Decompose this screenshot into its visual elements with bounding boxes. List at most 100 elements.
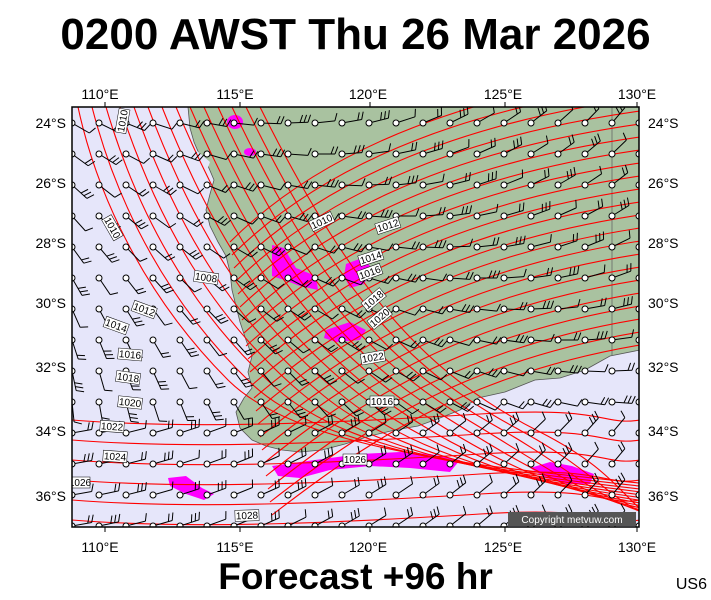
wind-barb (554, 398, 583, 407)
wind-barb (338, 274, 367, 286)
wind-barb (257, 274, 285, 290)
wind-barb (608, 472, 626, 499)
wind-barb (338, 178, 366, 189)
isobar-line (237, 123, 639, 295)
wind-barb (122, 243, 148, 262)
wind-barb (608, 164, 629, 189)
wind-barb (554, 134, 575, 158)
wind-barb (284, 478, 307, 499)
lat-label-right: 32°S (648, 359, 679, 375)
wind-barb (257, 336, 283, 355)
wind-barb (446, 474, 467, 499)
isobar-line (261, 279, 639, 451)
lat-label-left: 24°S (35, 115, 66, 131)
isobar-label: 1010 (116, 109, 131, 133)
wind-barb (149, 336, 171, 358)
wind-barb (176, 274, 202, 293)
wind-barb (203, 336, 228, 357)
isobar-line (231, 107, 526, 256)
wind-barb (527, 168, 550, 189)
wind-barb (554, 265, 580, 282)
isobar-line (257, 253, 639, 425)
wind-barb (608, 441, 626, 468)
wind-barb (419, 239, 447, 251)
wind-barb (473, 443, 493, 468)
wind-barb (608, 329, 635, 344)
isobar-line (259, 107, 639, 509)
wind-barb (554, 442, 573, 468)
wind-barb (392, 506, 414, 527)
wind-barb (581, 364, 609, 375)
isobar-label: 1022 (100, 421, 123, 434)
copyright-box (508, 512, 636, 526)
wind-barb (311, 336, 339, 353)
isobar-line (263, 292, 639, 464)
wind-barb (338, 508, 360, 527)
lat-label-right: 24°S (648, 115, 679, 131)
wind-barb (419, 336, 448, 348)
wind-barb (311, 113, 338, 127)
wind-barb (392, 367, 420, 382)
wind-barb (554, 411, 573, 437)
wind-barb (149, 419, 174, 437)
wind-barb (149, 481, 174, 499)
wind-barb (284, 147, 312, 158)
wind-barb (581, 165, 603, 189)
wind-barb (176, 511, 200, 527)
lon-label-top: 110°E (81, 86, 118, 102)
isobar-line (271, 344, 639, 516)
wind-barb (473, 336, 502, 345)
wind-barb (230, 305, 257, 323)
wind-barb (203, 117, 232, 127)
wind-barb (311, 446, 334, 468)
wind-barb (527, 366, 556, 375)
wind-barb (419, 107, 443, 127)
wind-barb (581, 441, 599, 468)
wind-barb (446, 398, 475, 412)
wind-barb (176, 150, 205, 162)
wind-barb (392, 175, 419, 189)
wind-barb (554, 473, 573, 499)
wind-barb (149, 119, 178, 130)
wind-barb (473, 203, 499, 220)
wind-barb (203, 305, 229, 324)
wind-barb (473, 474, 493, 499)
isobar-label: 1028 (236, 511, 259, 523)
wind-barb (338, 144, 365, 158)
wind-barb (446, 412, 467, 437)
wind-barb (473, 270, 501, 282)
wind-barb (72, 274, 90, 296)
lat-label-right: 30°S (648, 295, 679, 311)
wind-barb (95, 181, 122, 198)
isobar-label: 1008 (194, 272, 218, 286)
wind-barb (95, 367, 113, 392)
wind-barb (635, 398, 639, 406)
wind-barb (230, 274, 258, 291)
wind-barb (257, 243, 286, 257)
wind-barb (203, 398, 224, 421)
isobar-line (119, 107, 639, 493)
wind-barb (554, 332, 582, 344)
wind-barb (554, 167, 576, 189)
wind-barb (95, 243, 120, 263)
wind-barb (473, 137, 496, 158)
wind-barb (230, 117, 258, 127)
wind-barb (554, 107, 574, 127)
forecast-time-title: 0200 AWST Thu 26 Mar 2026 (60, 10, 651, 59)
isobar-label: 1024 (103, 451, 126, 464)
wind-barb (176, 243, 203, 260)
wind-barb (446, 107, 469, 127)
lon-label-bottom: 125°E (484, 539, 522, 555)
wind-barb (338, 243, 367, 253)
wind-barb (527, 201, 551, 220)
wind-barb (176, 480, 200, 499)
wind-barb (284, 509, 307, 527)
wind-barb (365, 476, 387, 499)
wind-barb (176, 418, 200, 437)
wind-barb (149, 398, 168, 422)
wind-barb (581, 231, 605, 251)
lon-label-bottom: 115°E (216, 539, 253, 555)
wind-barb (257, 212, 286, 224)
wind-barb (311, 415, 334, 437)
isobar-line (245, 107, 639, 512)
